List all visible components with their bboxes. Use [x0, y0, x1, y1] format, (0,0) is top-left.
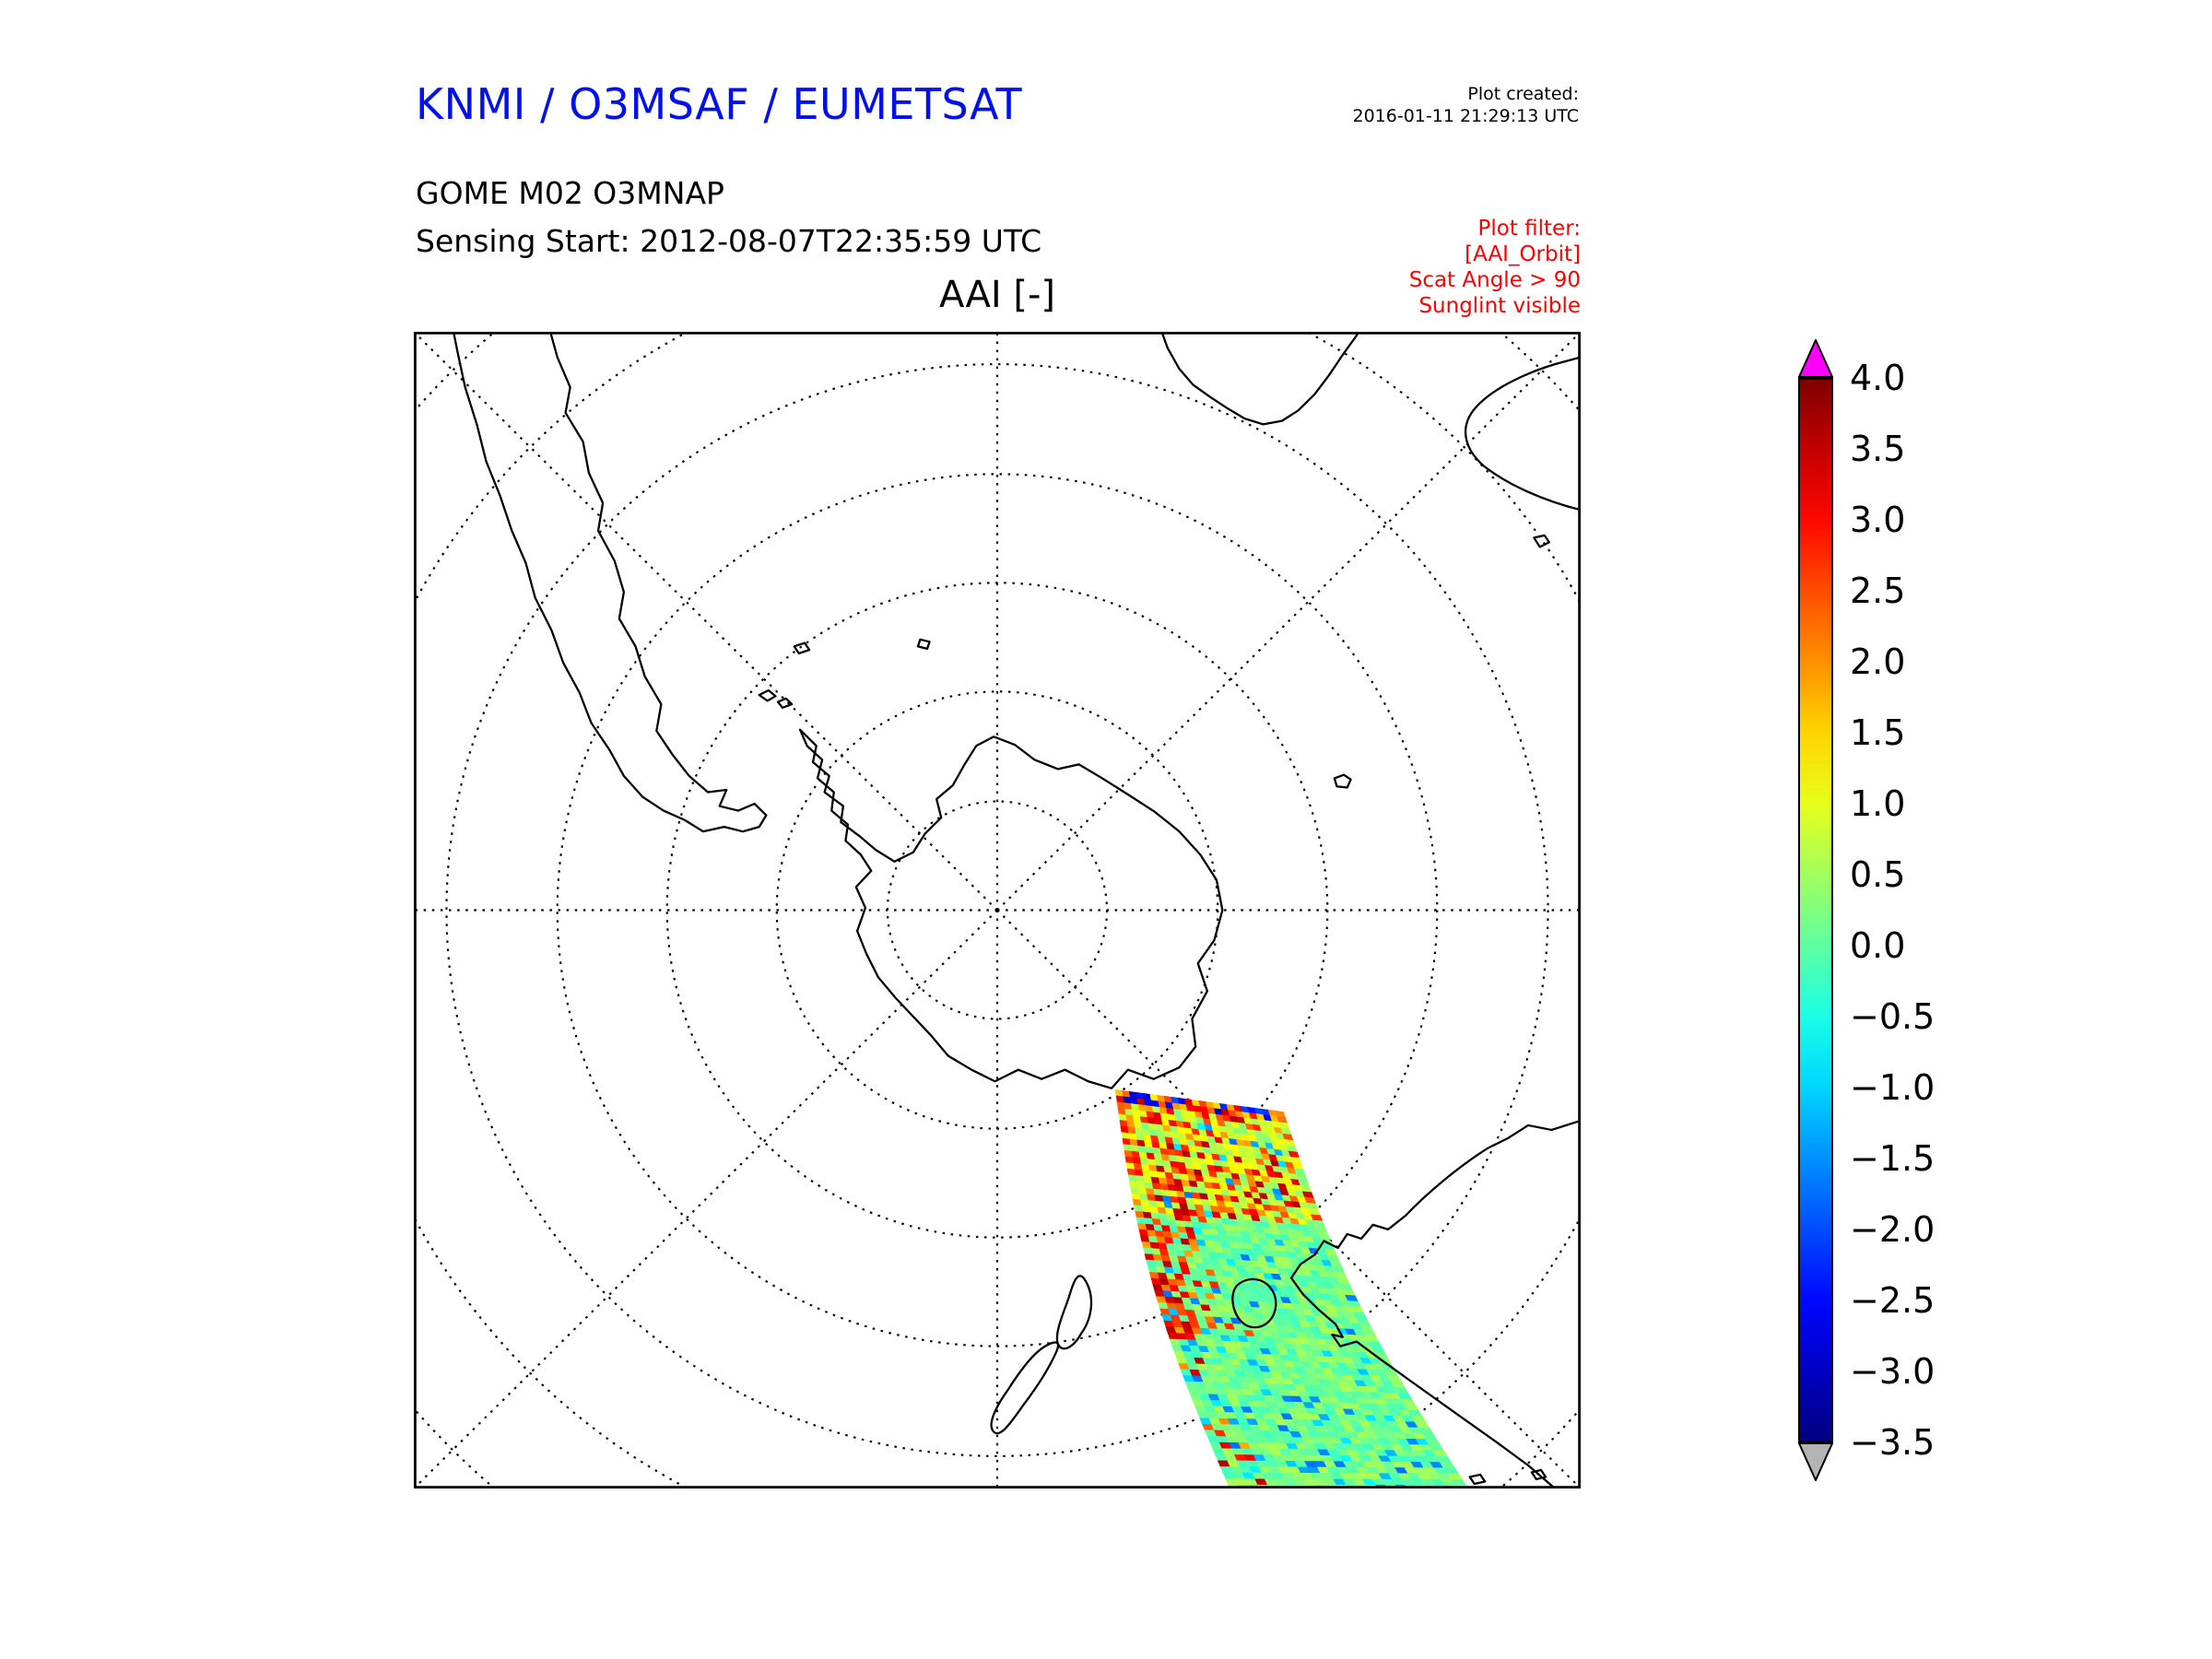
filter-label: Plot filter:: [1477, 217, 1581, 241]
map-border: [414, 332, 1581, 1488]
colorbar-tick: 2.0: [1850, 641, 1906, 682]
product-title: GOME M02 O3MNAP: [416, 175, 724, 211]
colorbar-gradient: [1798, 378, 1833, 1442]
colorbar-tick: −3.0: [1850, 1351, 1936, 1392]
plot-created: Plot created: 2016-01-11 21:29:13 UTC: [1353, 83, 1580, 127]
colorbar-tick: 1.0: [1850, 783, 1906, 824]
latitude-circle: [556, 473, 1439, 1347]
australia-coastline: [1289, 1119, 1581, 1488]
colorbar-tick: −0.5: [1850, 996, 1936, 1037]
colorbar-tick: −3.5: [1850, 1422, 1936, 1463]
tasmania-island: [1231, 1277, 1277, 1329]
filter-line-orbit: [AAI_Orbit]: [1465, 242, 1581, 266]
latitude-circle: [445, 363, 1549, 1457]
plot-filter: Plot filter: [AAI_Orbit] Scat Angle > 90…: [1409, 216, 1581, 319]
colorbar-tick: −1.0: [1850, 1067, 1936, 1108]
filter-line-scat-angle: Scat Angle > 90: [1408, 268, 1581, 292]
filter-line-sunglint: Sunglint visible: [1418, 294, 1581, 318]
plot-created-value: 2016-01-11 21:29:13 UTC: [1352, 106, 1580, 126]
satellite-swath: [1114, 1089, 1469, 1488]
colorbar-tick: −2.5: [1850, 1280, 1936, 1321]
colorbar-tick: 1.5: [1850, 712, 1906, 753]
colorbar-tick: −2.0: [1850, 1209, 1936, 1250]
falkland-islands: [758, 688, 794, 710]
antarctica-coastline: [798, 728, 1224, 1089]
kerguelen-island: [1333, 773, 1352, 789]
colorbar-over-arrow: [1798, 339, 1833, 378]
latitude-circle: [665, 582, 1329, 1239]
small-island-near-antarctica: [916, 638, 931, 650]
new-zealand-south-island: [990, 1341, 1060, 1435]
meridian-line: [996, 332, 1581, 912]
africa-coastline: [1160, 332, 1360, 426]
south-georgia-island: [793, 641, 811, 655]
colorbar-tick: 3.5: [1850, 429, 1906, 469]
colorbar: [1798, 339, 1833, 1481]
meridian-line: [414, 332, 998, 912]
small-island-right-edge: [1533, 534, 1550, 548]
plot-created-label: Plot created:: [1467, 84, 1579, 104]
graticule: [414, 332, 1581, 1488]
colorbar-tick: 0.5: [1850, 854, 1906, 895]
coastlines: [452, 332, 1581, 1488]
colorbar-tick: 0.0: [1850, 925, 1906, 966]
map-panel: [414, 332, 1581, 1488]
new-zealand-north-island: [1055, 1275, 1093, 1350]
brand-title: KNMI / O3MSAF / EUMETSAT: [416, 79, 1023, 129]
map-title: AAI [-]: [939, 274, 1055, 316]
colorbar-tick-labels: 4.0 3.5 3.0 2.5 2.0 1.5 1.0 0.5 0.0 −0.5 −1.0 −1.5 −…: [1850, 358, 1988, 1463]
map-svg: [414, 332, 1581, 1488]
bottom-edge-islets: [1468, 1468, 1547, 1486]
colorbar-tick: 4.0: [1850, 358, 1906, 398]
colorbar-under-arrow: [1798, 1442, 1833, 1481]
south-america-coastline: [452, 332, 768, 833]
colorbar-tick: −1.5: [1850, 1138, 1936, 1179]
colorbar-tick: 3.0: [1850, 500, 1906, 540]
colorbar-tick: 2.5: [1850, 571, 1906, 611]
meridian-line: [414, 909, 998, 1488]
sensing-start: Sensing Start: 2012-08-07T22:35:59 UTC: [416, 223, 1042, 259]
madagascar-coastline: [1465, 356, 1581, 512]
